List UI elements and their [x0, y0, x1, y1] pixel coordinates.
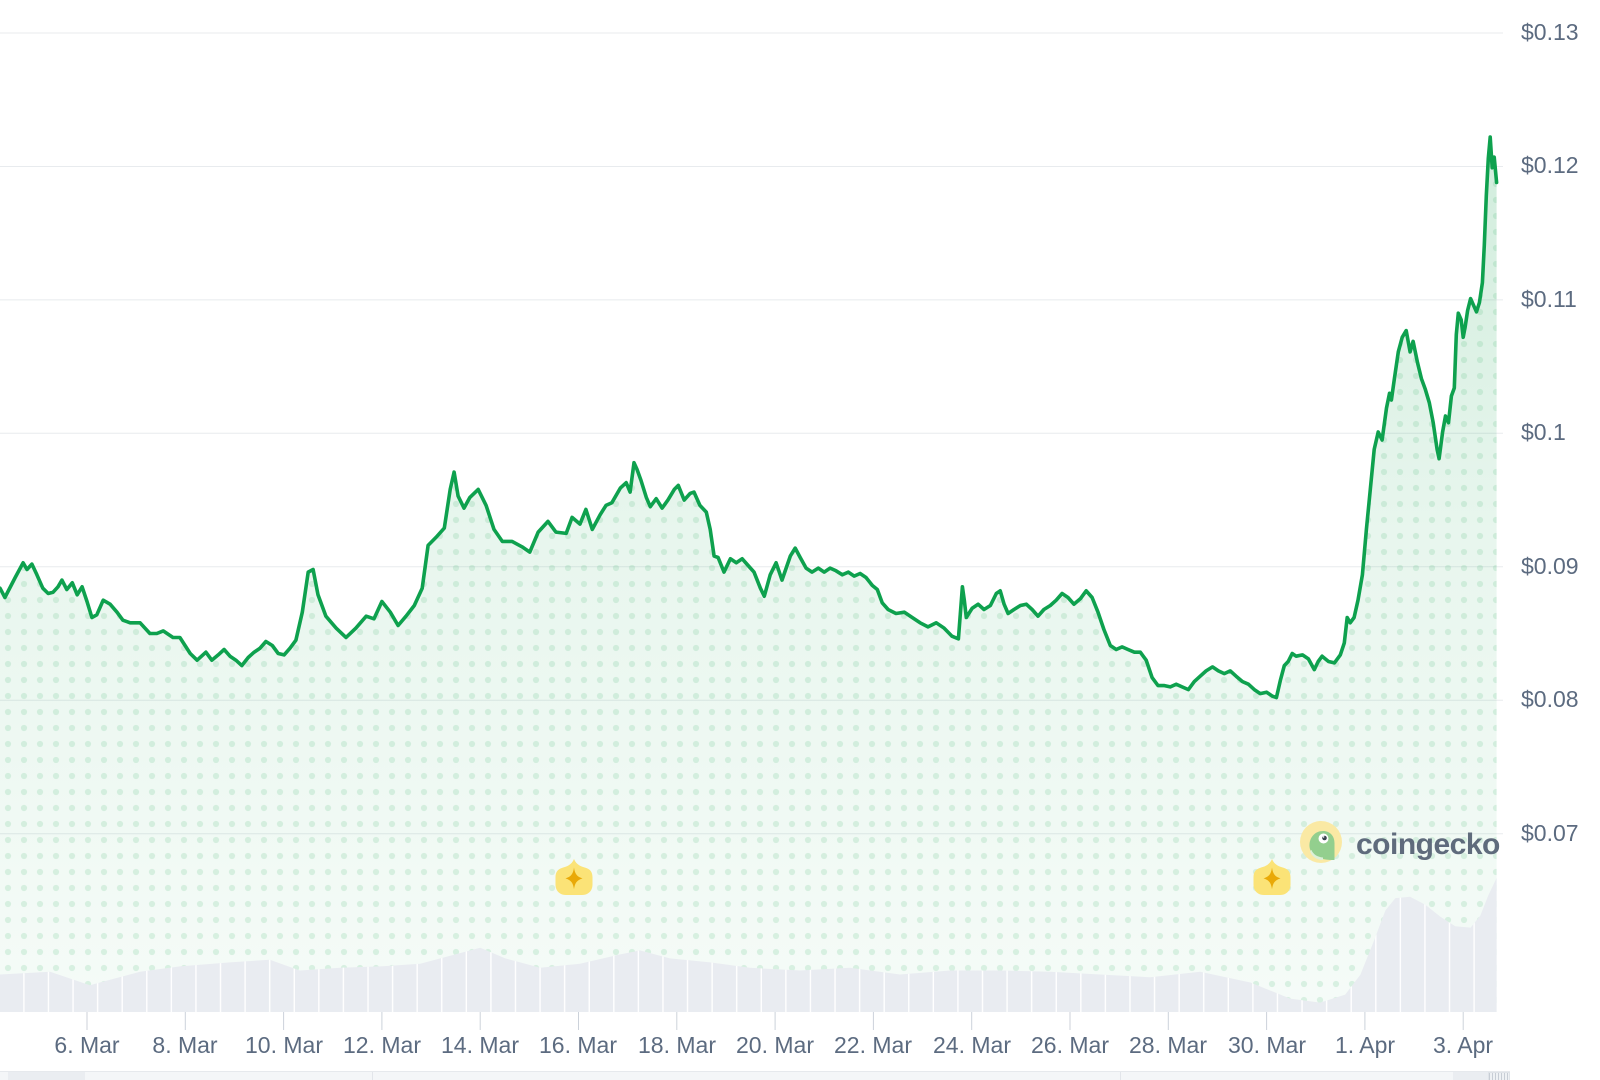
x-axis-ticks: [86, 1012, 1464, 1030]
coingecko-watermark-text: coingecko: [1356, 828, 1500, 861]
y-axis-label: $0.08: [1521, 686, 1579, 712]
timeline-scrollbar[interactable]: [0, 1071, 1510, 1080]
x-axis-label: 30. Mar: [1228, 1032, 1306, 1058]
x-axis-label: 22. Mar: [834, 1032, 912, 1058]
volume-bars[interactable]: [0, 878, 1497, 1012]
scrollbar-divider: [372, 1072, 373, 1080]
price-line[interactable]: [0, 135, 1499, 700]
x-axis-label: 1. Apr: [1334, 1032, 1396, 1058]
scrollbar-thumb[interactable]: [1488, 1072, 1510, 1080]
x-axis-label: 24. Mar: [933, 1032, 1011, 1058]
y-axis-label: $0.11: [1521, 286, 1577, 312]
x-axis-label: 16. Mar: [539, 1032, 617, 1058]
x-axis-label: 28. Mar: [1129, 1032, 1207, 1058]
y-axis-label: $0.07: [1521, 820, 1579, 846]
y-axis-label: $0.1: [1521, 419, 1566, 445]
y-axis-label: $0.13: [1521, 19, 1579, 45]
star-badge-icon[interactable]: [553, 857, 595, 897]
y-axis-label: $0.12: [1521, 152, 1579, 178]
scrollbar-divider: [1120, 1072, 1121, 1080]
price-area-fill: [0, 137, 1497, 1013]
x-axis-label: 3. Apr: [1432, 1032, 1494, 1058]
x-axis-label: 14. Mar: [441, 1032, 519, 1058]
x-axis-label: 12. Mar: [343, 1032, 421, 1058]
coingecko-watermark: coingecko: [1299, 820, 1500, 864]
scrollbar-segment: [8, 1072, 85, 1080]
x-axis-label: 10. Mar: [245, 1032, 323, 1058]
y-axis-label: $0.09: [1521, 553, 1579, 579]
star-badge-icon[interactable]: [1251, 857, 1293, 897]
coingecko-gecko-icon: [1300, 821, 1342, 863]
x-axis-label: 8. Mar: [152, 1032, 218, 1058]
x-axis-label: 26. Mar: [1031, 1032, 1109, 1058]
x-axis-label: 6. Mar: [54, 1032, 120, 1058]
x-axis-label: 20. Mar: [736, 1032, 814, 1058]
x-axis-label: 18. Mar: [638, 1032, 716, 1058]
scrollbar-segment: [1453, 1072, 1488, 1080]
